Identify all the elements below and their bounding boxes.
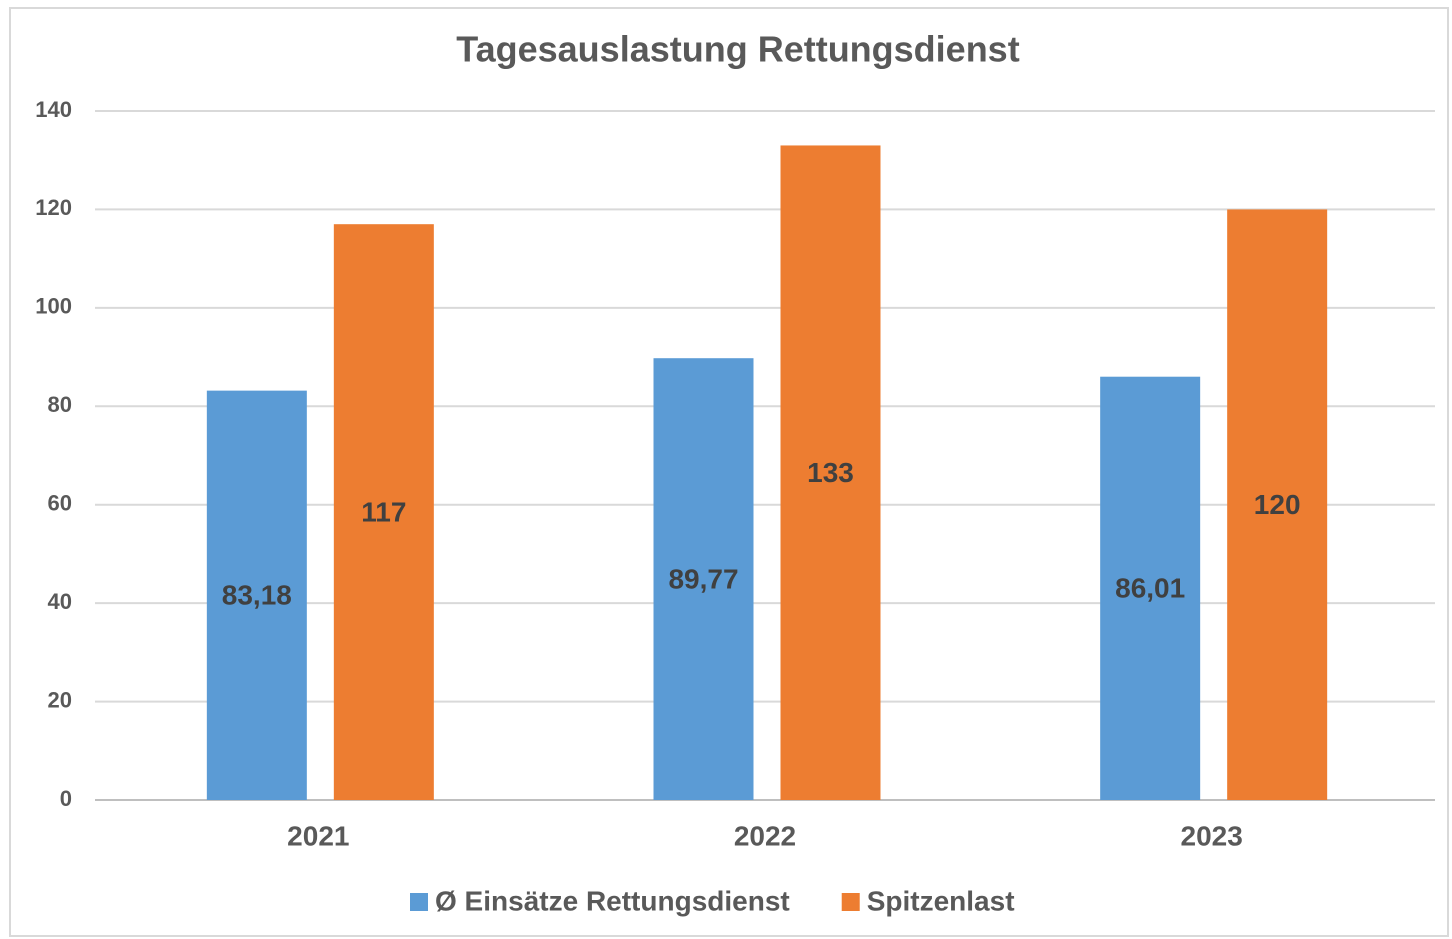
y-tick-label: 20: [48, 687, 72, 712]
data-label: 120: [1254, 489, 1301, 520]
bar: [1227, 209, 1328, 800]
legend-label: Spitzenlast: [867, 885, 1015, 916]
y-tick-label: 40: [48, 589, 72, 614]
data-label: 133: [807, 457, 854, 488]
legend-swatch: [410, 893, 428, 911]
y-tick-label: 60: [48, 491, 72, 516]
y-tick-label: 0: [60, 786, 72, 811]
bar: [653, 358, 754, 800]
y-tick-label: 120: [35, 195, 72, 220]
y-tick-label: 140: [35, 97, 72, 122]
bar: [1100, 376, 1201, 800]
x-tick-label: 2021: [287, 820, 349, 851]
legend-swatch: [841, 893, 860, 911]
y-tick-label: 100: [35, 294, 72, 319]
legend-label: Ø Einsätze Rettungsdienst: [435, 885, 790, 916]
bar: [206, 390, 307, 800]
data-label: 89,77: [668, 563, 738, 594]
data-label: 117: [361, 496, 406, 527]
data-label: 86,01: [1115, 573, 1185, 604]
bar: [780, 145, 881, 800]
y-tick-label: 80: [48, 392, 72, 417]
x-tick-label: 2022: [734, 820, 796, 851]
chart-title: Tagesauslastung Rettungsdienst: [456, 29, 1019, 70]
x-tick-label: 2023: [1181, 820, 1243, 851]
data-label: 83,18: [222, 580, 292, 611]
bar: [333, 224, 434, 800]
